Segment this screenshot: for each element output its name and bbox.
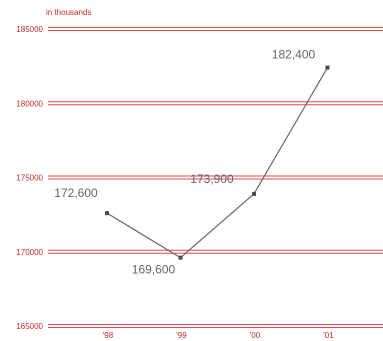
- x-tick-label: '01: [323, 331, 334, 340]
- data-point: [325, 65, 330, 70]
- grid-layer: [48, 27, 383, 328]
- data-label: 182,400: [272, 48, 316, 62]
- y-tick-label: 185000: [16, 25, 43, 34]
- data-label: 173,900: [190, 172, 234, 186]
- series-line: [106, 67, 329, 259]
- data-label: 172,600: [54, 186, 98, 200]
- y-tick-label: 180000: [16, 99, 43, 108]
- y-tick-label: 175000: [16, 174, 43, 183]
- x-tick-label: '99: [176, 331, 187, 340]
- x-tick-label: '98: [103, 331, 114, 340]
- series-layer: [106, 67, 329, 259]
- data-point: [178, 255, 183, 260]
- data-label-layer: 172,600 169,600 173,900 182,400: [54, 48, 315, 277]
- y-tick-label: 165000: [16, 322, 43, 331]
- y-tick-layer: 165000 170000 175000 180000 185000: [16, 25, 43, 331]
- data-label: 169,600: [132, 263, 176, 277]
- y-tick-label: 170000: [16, 248, 43, 257]
- marker-layer: [105, 65, 330, 260]
- data-point: [105, 211, 109, 216]
- data-point: [252, 191, 256, 196]
- x-tick-label: '00: [250, 331, 261, 340]
- x-tick-layer: '98 '99 '00 '01: [103, 331, 334, 340]
- unit-label: in thousands: [46, 8, 91, 17]
